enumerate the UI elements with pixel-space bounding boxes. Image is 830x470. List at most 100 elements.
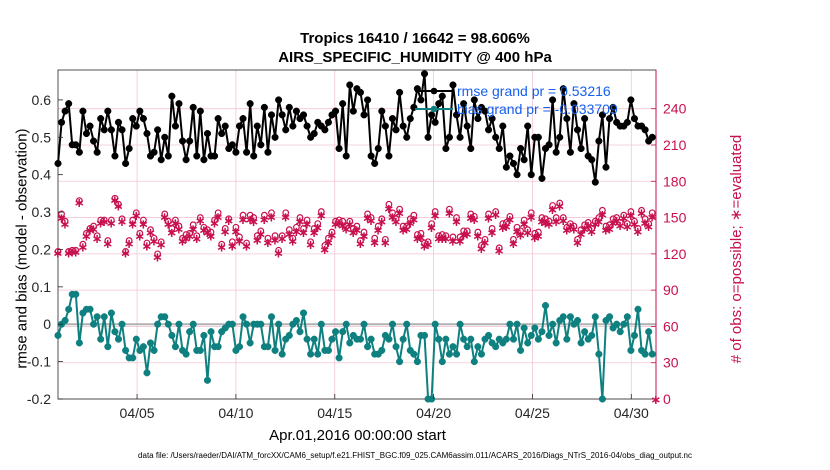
chart-title: Tropics 16410 / 16642 = 98.606% xyxy=(300,30,530,47)
rmse-data-point xyxy=(605,115,614,123)
obs-possible-marker xyxy=(538,214,546,221)
obs-possible-marker xyxy=(122,248,130,255)
rmse-data-point xyxy=(509,159,518,168)
obs-evaluated-marker: ∗ xyxy=(213,210,224,225)
obs-evaluated-marker: ∗ xyxy=(309,226,320,241)
obs-possible-marker xyxy=(606,221,613,229)
obs-evaluated-marker: ∗ xyxy=(109,193,120,208)
rmse-data-point xyxy=(79,107,87,115)
obs-evaluated-marker: ∗ xyxy=(522,226,533,241)
bias-data-point xyxy=(310,335,318,343)
obs-possible-marker xyxy=(520,216,528,224)
bias-series-line xyxy=(57,293,654,400)
bias-data-point xyxy=(307,350,315,358)
bias-data-point xyxy=(86,305,94,313)
rmse-data-point xyxy=(488,115,496,123)
obs-evaluated-marker: ∗ xyxy=(408,213,419,228)
bias-data-point xyxy=(509,335,518,343)
obs-evaluated-marker: ∗ xyxy=(380,236,391,251)
obs-possible-marker xyxy=(545,217,553,225)
obs-evaluated-marker: ∗ xyxy=(74,196,85,211)
bias-data-point xyxy=(228,320,236,328)
obs-possible-marker xyxy=(435,232,443,240)
bias-data-point xyxy=(531,324,539,332)
obs-evaluated-marker: ∗ xyxy=(330,218,341,233)
obs-evaluated-marker: ∗ xyxy=(383,202,394,217)
rmse-data-point xyxy=(602,163,610,171)
obs-evaluated-marker: ∗ xyxy=(376,215,387,230)
rmse-data-point xyxy=(595,137,603,145)
bias-data-point xyxy=(403,320,411,328)
obs-evaluated-marker: ∗ xyxy=(106,216,117,231)
obs-possible-marker xyxy=(253,232,261,240)
bias-data-point xyxy=(410,350,418,358)
bias-data-point xyxy=(435,335,443,343)
obs-possible-marker xyxy=(207,228,215,236)
obs-possible-marker xyxy=(310,225,318,232)
rmse-data-point xyxy=(495,144,503,153)
rmse-data-point xyxy=(321,126,329,134)
obs-possible-marker xyxy=(325,234,332,242)
obs-possible-marker xyxy=(417,229,425,237)
obs-evaluated-marker: ∗ xyxy=(586,225,597,240)
rmse-data-point xyxy=(492,133,500,141)
obs-possible-marker xyxy=(93,232,101,240)
rmse-data-point xyxy=(388,115,397,123)
obs-evaluated-marker: ∗ xyxy=(440,232,451,247)
rmse-data-point xyxy=(243,148,251,156)
bias-data-point xyxy=(623,313,631,321)
bias-data-point xyxy=(104,343,112,351)
legend-label: bias grand pr = -0.033709 xyxy=(457,101,618,117)
obs-evaluated-marker: ∗ xyxy=(601,224,612,239)
rmse-data-point xyxy=(303,122,311,130)
obs-evaluated-marker: ∗ xyxy=(163,218,174,233)
rmse-data-point xyxy=(467,144,475,153)
rmse-data-point xyxy=(513,171,521,179)
rmse-data-point xyxy=(424,133,432,141)
rmse-data-point xyxy=(538,174,546,182)
obs-possible-marker xyxy=(129,216,137,224)
bias-data-point xyxy=(449,343,457,351)
obs-possible-marker xyxy=(413,231,421,238)
bias-data-point xyxy=(264,343,272,351)
obs-evaluated-marker: ∗ xyxy=(576,227,587,242)
obs-possible-marker xyxy=(236,233,243,241)
obs-possible-marker xyxy=(140,216,147,224)
bias-data-point xyxy=(324,346,332,354)
obs-evaluated-marker: ∗ xyxy=(302,218,313,233)
obs-evaluated-marker: ∗ xyxy=(280,210,291,225)
obs-possible-marker xyxy=(321,241,329,249)
obs-evaluated-marker: ∗ xyxy=(149,235,160,250)
rmse-data-point xyxy=(111,152,119,160)
obs-evaluated-marker: ∗ xyxy=(152,250,163,265)
obs-evaluated-marker: ∗ xyxy=(298,226,309,241)
obs-possible-marker xyxy=(278,232,286,240)
obs-evaluated-marker: ∗ xyxy=(291,225,302,240)
obs-evaluated-marker: ∗ xyxy=(56,212,67,227)
obs-possible-marker xyxy=(214,209,222,217)
y-tick-label: 0 xyxy=(43,316,51,332)
rmse-data-point xyxy=(420,70,429,78)
y2-tick-label: 0 xyxy=(663,391,671,407)
obs-evaluated-marker: ∗ xyxy=(501,220,512,235)
obs-evaluated-marker: ∗ xyxy=(245,213,256,228)
obs-evaluated-marker: ∗ xyxy=(487,226,498,241)
obs-evaluated-marker: ∗ xyxy=(134,230,145,245)
bias-data-point xyxy=(303,335,311,343)
bias-data-point xyxy=(196,346,204,354)
obs-evaluated-marker: ∗ xyxy=(583,219,594,234)
obs-evaluated-marker: ∗ xyxy=(430,209,441,224)
rmse-data-point xyxy=(460,100,468,108)
obs-evaluated-marker: ∗ xyxy=(444,207,455,222)
bias-data-point xyxy=(634,305,642,313)
obs-evaluated-marker: ∗ xyxy=(497,221,508,236)
obs-evaluated-marker: ∗ xyxy=(551,215,562,230)
obs-possible-marker xyxy=(620,211,628,219)
obs-possible-marker xyxy=(364,210,371,218)
obs-possible-marker xyxy=(143,239,151,247)
rmse-data-point xyxy=(168,92,176,100)
y-tick-label: -0.1 xyxy=(27,354,51,370)
bias-data-point xyxy=(356,335,365,343)
bias-data-point xyxy=(506,320,514,328)
obs-possible-marker xyxy=(595,214,603,221)
